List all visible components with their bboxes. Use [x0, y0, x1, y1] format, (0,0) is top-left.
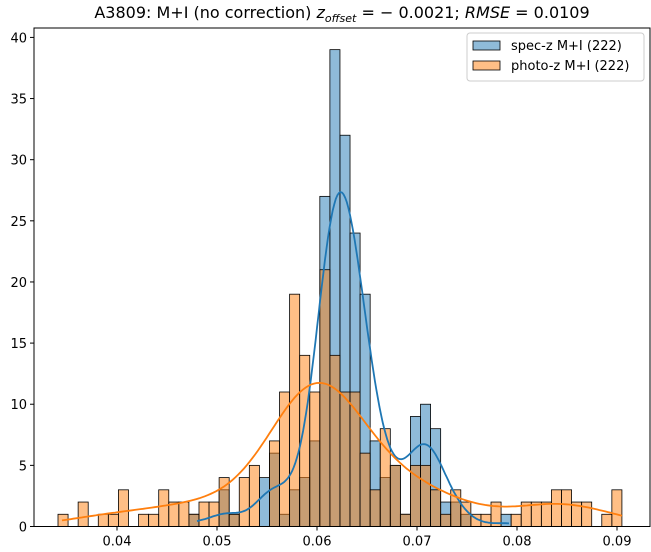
- y-tick-label: 40: [10, 31, 27, 46]
- bar-spec-z: [500, 513, 512, 527]
- bar-photo-z: [349, 391, 361, 527]
- bars-layer: [57, 49, 623, 527]
- bar-photo-z: [309, 391, 321, 527]
- bar-photo-z: [329, 354, 341, 527]
- bar-photo-z: [561, 489, 572, 527]
- legend-label-spec-z: spec-z M+I (222): [511, 39, 622, 54]
- bar-photo-z: [107, 513, 119, 527]
- bar-photo-z: [369, 489, 381, 527]
- bar-photo-z: [420, 464, 431, 527]
- bar-photo-z: [319, 269, 331, 527]
- bar-photo-z: [198, 501, 210, 527]
- x-axis: 0.04 0.05 0.06 0.07 0.08 0.09: [103, 526, 632, 550]
- bar-photo-z: [248, 464, 260, 527]
- y-tick-label: 35: [10, 93, 27, 108]
- bar-photo-z: [601, 513, 613, 527]
- plot-frame: [33, 27, 651, 527]
- bar-photo-z: [430, 489, 442, 527]
- bar-photo-z: [238, 477, 250, 527]
- y-axis: 0 5 10 15 20 25 30 35 40: [10, 31, 34, 536]
- bar-photo-z: [158, 489, 170, 527]
- bar-photo-z: [148, 513, 160, 527]
- bar-photo-z: [540, 501, 552, 527]
- y-tick-label: 15: [10, 337, 27, 352]
- y-tick-label: 25: [10, 215, 27, 230]
- bar-photo-z: [178, 501, 190, 527]
- chart-title: A3809: M+I (no correction) zoffset = − 0…: [94, 3, 589, 25]
- bar-photo-z: [228, 513, 240, 527]
- bar-photo-z: [389, 464, 401, 527]
- y-tick-label: 5: [19, 459, 27, 474]
- bar-photo-z: [611, 489, 623, 527]
- bar-photo-z: [289, 293, 301, 527]
- y-tick-label: 10: [10, 398, 27, 413]
- legend-label-photo-z: photo-z M+I (222): [511, 59, 629, 74]
- bar-photo-z: [551, 489, 562, 527]
- x-tick-label: 0.08: [503, 535, 532, 550]
- legend-swatch-spec-z: [472, 40, 501, 51]
- bar-spec-z: [258, 477, 270, 527]
- bar-photo-z: [359, 452, 371, 527]
- bar-photo-z: [168, 501, 180, 527]
- bar-photo-z: [118, 489, 129, 527]
- bar-photo-z: [440, 513, 452, 527]
- kde-layer: [61, 191, 623, 525]
- kde-curve-photo-z: [61, 381, 623, 522]
- bar-photo-z: [269, 440, 280, 527]
- bar-photo-z: [97, 513, 109, 527]
- bar-photo-z: [339, 391, 351, 527]
- legend: spec-z M+I (222) photo-z M+I (222): [466, 32, 645, 82]
- y-tick-label: 0: [19, 521, 27, 536]
- bar-photo-z: [77, 501, 89, 527]
- legend-box: [466, 32, 645, 82]
- legend-swatch-photo-z: [472, 60, 501, 71]
- bar-photo-z: [399, 513, 411, 527]
- x-tick-label: 0.05: [203, 535, 232, 550]
- x-tick-label: 0.06: [303, 535, 332, 550]
- x-tick-label: 0.04: [103, 535, 132, 550]
- x-tick-label: 0.09: [603, 535, 632, 550]
- y-tick-label: 30: [10, 154, 27, 169]
- y-tick-label: 20: [10, 276, 27, 291]
- bar-photo-z: [138, 513, 150, 527]
- x-tick-label: 0.07: [403, 535, 432, 550]
- bar-photo-z: [510, 513, 522, 527]
